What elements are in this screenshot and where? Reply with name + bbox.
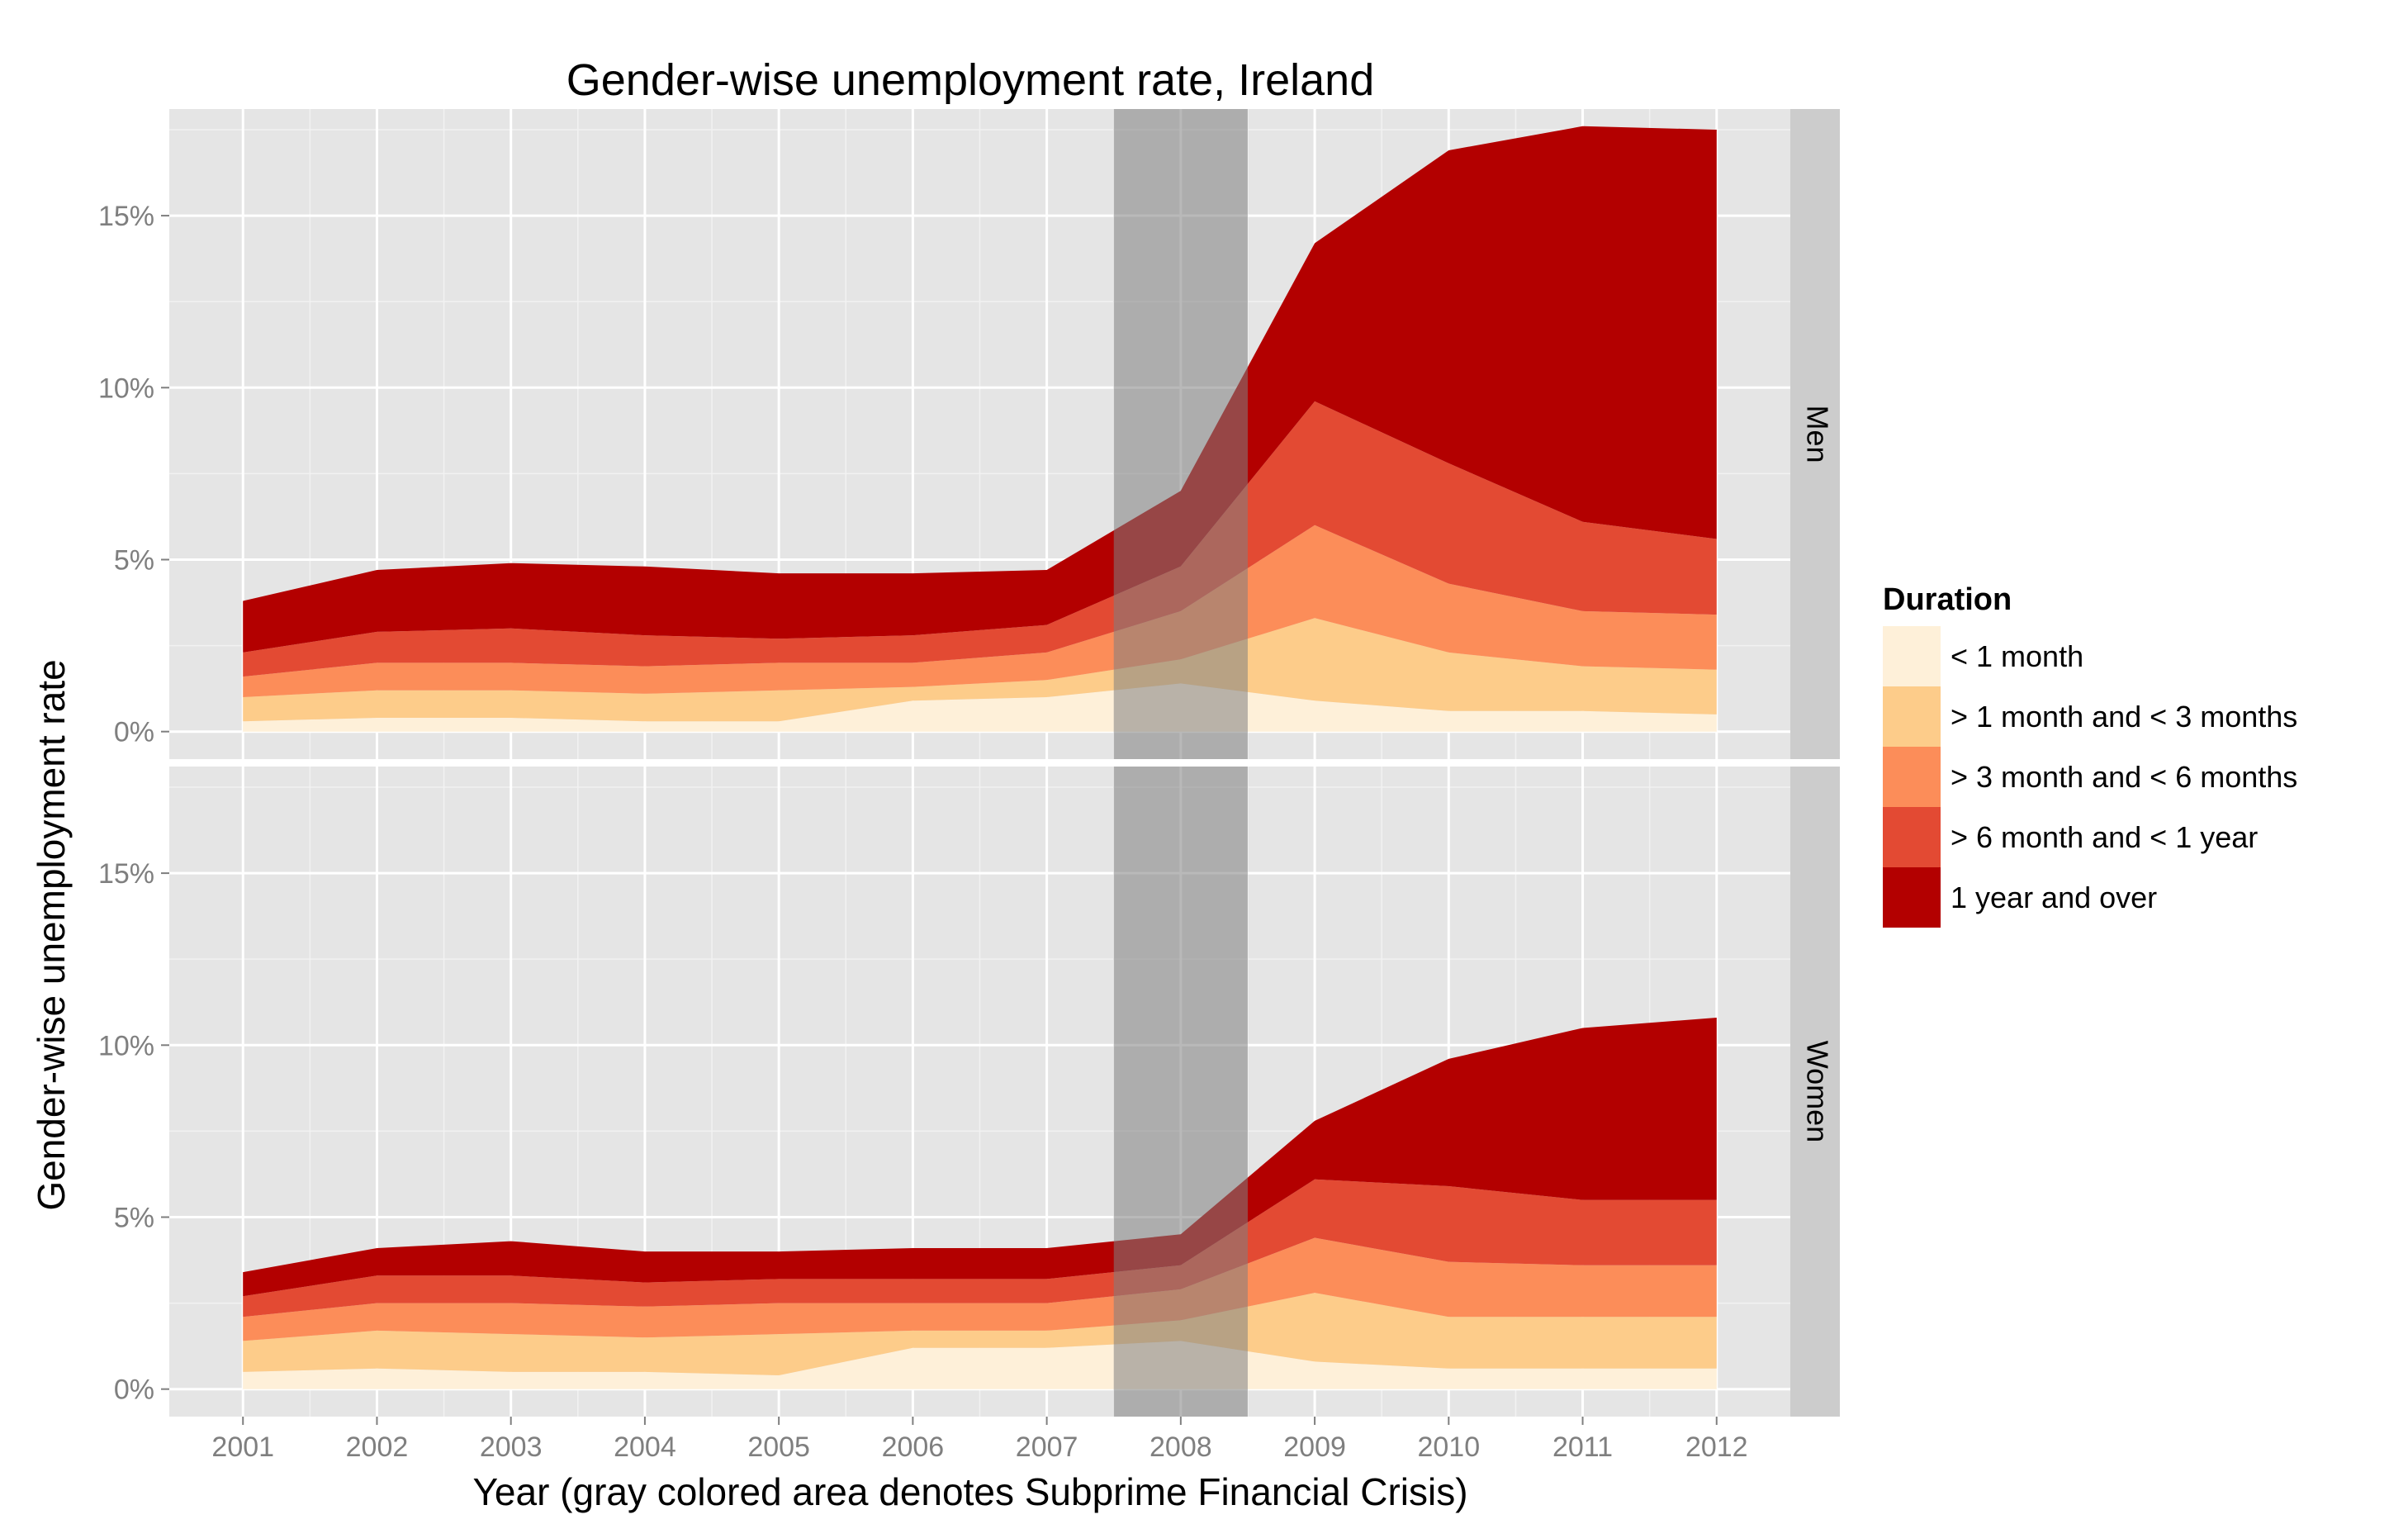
area-3-month-and-6-months: [243, 1237, 1717, 1341]
legend-item: 1 year and over: [1883, 867, 2297, 928]
legend-swatch: [1883, 686, 1941, 747]
facet-strip: [1790, 767, 1840, 1417]
crisis-band: [1113, 109, 1248, 759]
legend-items: < 1 month > 1 month and < 3 months > 3 mon…: [1883, 626, 2297, 928]
panels: 0% 5% 10% 15% Men 0% 5% 10% 15% Women 2001 2002 2003…: [98, 109, 1840, 1463]
legend-item: > 3 month and < 6 months: [1883, 747, 2297, 807]
facet-label: Men: [1800, 405, 1834, 463]
area-1-month: [243, 683, 1717, 732]
legend-swatch: [1883, 867, 1941, 928]
y-tick-label: 5%: [114, 544, 154, 576]
x-tick-label: 2001: [211, 1431, 274, 1463]
legend-title: Duration: [1883, 582, 2012, 617]
y-tick-label: 0%: [114, 717, 154, 748]
legend-item: < 1 month: [1883, 626, 2297, 686]
facet-label: Women: [1800, 1041, 1834, 1142]
area-1-month: [243, 1341, 1717, 1389]
area-1-year-and-over: [243, 126, 1717, 653]
area-1-month-and-3-months: [243, 1293, 1717, 1375]
y-tick-label: 10%: [98, 373, 154, 404]
legend-swatch: [1883, 626, 1941, 686]
y-tick-label: 15%: [98, 201, 154, 232]
legend-label: > 1 month and < 3 months: [1951, 699, 2298, 734]
facet-strip: [1790, 109, 1840, 759]
y-tick-label: 5%: [114, 1202, 154, 1233]
legend-label: > 6 month and < 1 year: [1951, 819, 2259, 854]
y-tick-label: 0%: [114, 1374, 154, 1406]
legend-item: > 1 month and < 3 months: [1883, 686, 2297, 747]
area-6-month-and-1-year: [243, 1179, 1717, 1317]
x-tick-label: 2011: [1552, 1431, 1613, 1463]
x-tick-label: 2004: [614, 1431, 676, 1463]
area-1-month-and-3-months: [243, 618, 1717, 722]
panel-men: 0% 5% 10% 15% Men: [98, 109, 1840, 759]
x-tick-label: 2007: [1016, 1431, 1078, 1463]
legend-swatch: [1883, 807, 1941, 867]
legend: Duration < 1 month > 1 month and < 3 mont…: [1883, 582, 2297, 928]
panel-women: 0% 5% 10% 15% Women: [98, 767, 1840, 1417]
x-tick-label: 2010: [1417, 1431, 1480, 1463]
legend-label: < 1 month: [1951, 639, 2084, 673]
x-tick-label: 2008: [1149, 1431, 1212, 1463]
area-1-year-and-over: [243, 1018, 1717, 1297]
x-tick-label: 2005: [747, 1431, 810, 1463]
y-tick-label: 10%: [98, 1030, 154, 1061]
area-6-month-and-1-year: [243, 401, 1717, 677]
x-tick-label: 2009: [1283, 1431, 1346, 1463]
x-tick-label: 2003: [480, 1431, 543, 1463]
x-tick-label: 2006: [882, 1431, 945, 1463]
x-axis-label: Year (gray colored area denotes Subprime…: [472, 1470, 1467, 1513]
legend-swatch: [1883, 747, 1941, 807]
x-tick-label: 2002: [346, 1431, 409, 1463]
legend-label: 1 year and over: [1951, 880, 2158, 914]
chart-title: Gender-wise unemployment rate, Ireland: [566, 55, 1375, 105]
crisis-band: [1113, 767, 1248, 1417]
area-3-month-and-6-months: [243, 525, 1717, 697]
legend-label: > 3 month and < 6 months: [1951, 759, 2298, 794]
y-axis-label: Gender-wise unemployment rate: [30, 659, 73, 1210]
legend-item: > 6 month and < 1 year: [1883, 807, 2297, 867]
x-tick-label: 2012: [1685, 1431, 1748, 1463]
y-tick-label: 15%: [98, 858, 154, 890]
